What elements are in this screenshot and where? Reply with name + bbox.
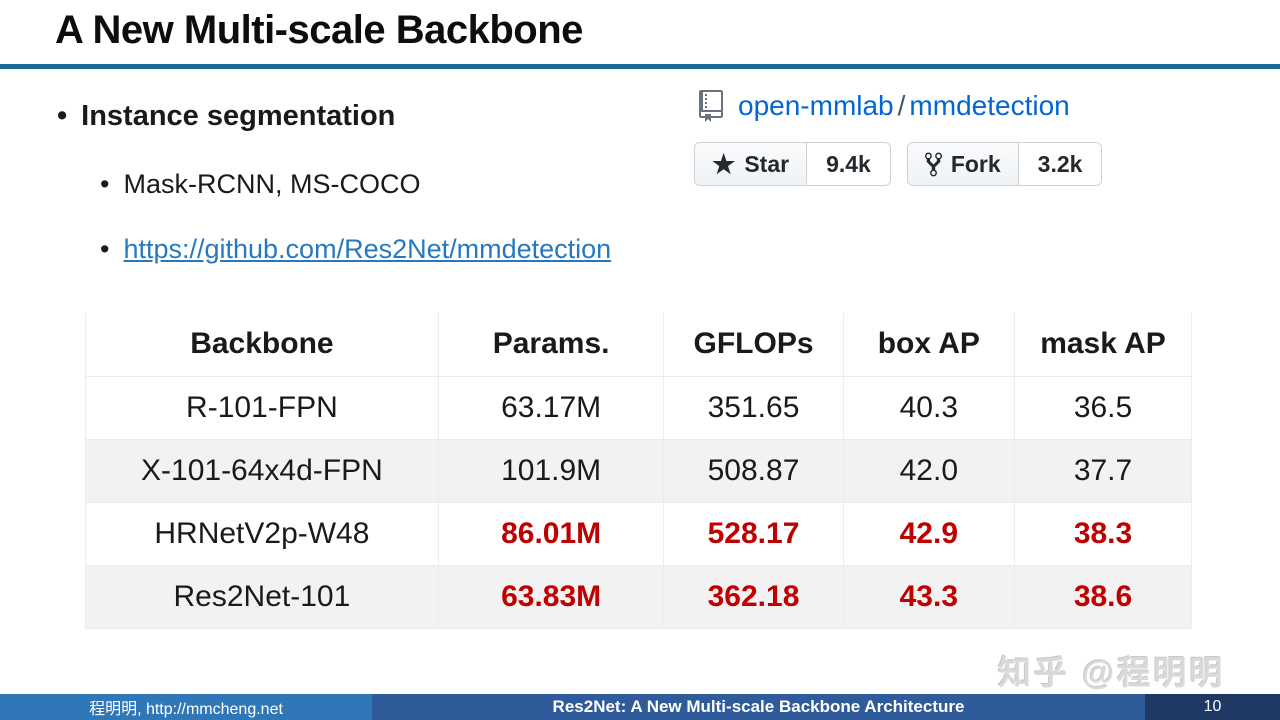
backbone-cell: X-101-64x4d-FPN (85, 439, 439, 503)
table-header-row: Backbone Params. GFLOPs box AP mask AP (85, 313, 1192, 377)
backbone-cell: Res2Net-101 (85, 565, 439, 629)
bullet-l2a-label: Mask-RCNN, MS-COCO (123, 169, 421, 199)
fork-icon (924, 152, 942, 176)
repo-book-icon (699, 90, 723, 122)
star-button[interactable]: ★ Star (695, 143, 808, 185)
results-table: Backbone Params. GFLOPs box AP mask AP R-101… (85, 313, 1192, 629)
star-button-label: Star (744, 150, 790, 177)
footer-page-number: 10 (1145, 694, 1280, 720)
column-header: Backbone (85, 313, 439, 377)
fork-button[interactable]: Fork (907, 143, 1019, 185)
footer-bar: 程明明, http://mmcheng.net Res2Net: A New M… (0, 694, 1280, 720)
value-cell: 40.3 (842, 376, 1016, 440)
table-row: X-101-64x4d-FPN 101.9M 508.87 42.0 37.7 (85, 439, 1192, 503)
table-body: R-101-FPN 63.17M 351.65 40.3 36.5 X-101-64x4d… (85, 376, 1192, 629)
github-repo-link[interactable]: https://github.com/Res2Net/mmdetection (123, 234, 612, 264)
fork-count[interactable]: 3.2k (1018, 143, 1102, 185)
table-row: Res2Net-101 63.83M 362.18 43.3 38.6 (85, 565, 1192, 629)
value-cell: 37.7 (1014, 439, 1192, 503)
github-repo-line: open-mmlab / mmdetection (694, 88, 1106, 124)
column-header: mask AP (1014, 313, 1192, 377)
table-row: R-101-FPN 63.17M 351.65 40.3 36.5 (85, 376, 1192, 440)
value-cell: 43.3 (842, 565, 1016, 629)
star-button-group: ★ Star 9.4k (694, 142, 891, 186)
value-cell: 42.9 (842, 502, 1016, 566)
fork-button-label: Fork (950, 150, 1001, 177)
bullet-github-link: • https://github.com/Res2Net/mmdetection (100, 234, 611, 265)
repo-name-link[interactable]: mmdetection (909, 90, 1070, 121)
repo-title: open-mmlab / mmdetection (738, 90, 1070, 122)
value-cell: 63.83M (437, 565, 665, 629)
star-count[interactable]: 9.4k (807, 143, 890, 185)
value-cell: 36.5 (1014, 376, 1192, 440)
value-cell: 101.9M (437, 439, 665, 503)
value-cell: 63.17M (437, 376, 665, 440)
title-underline (0, 64, 1280, 69)
repo-owner-link[interactable]: open-mmlab (738, 90, 894, 121)
bullet-marker: • (100, 169, 110, 199)
backbone-cell: HRNetV2p-W48 (85, 502, 439, 566)
footer-author: 程明明, http://mmcheng.net (0, 694, 372, 720)
value-cell: 362.18 (663, 565, 844, 629)
bullet-l1-label: Instance segmentation (81, 100, 396, 132)
value-cell: 38.6 (1014, 565, 1192, 629)
bullet-mask-rcnn: • Mask-RCNN, MS-COCO (100, 169, 420, 200)
table-row: HRNetV2p-W48 86.01M 528.17 42.9 38.3 (85, 502, 1192, 566)
backbone-cell: R-101-FPN (85, 376, 439, 440)
page-title: A New Multi-scale Backbone (55, 8, 583, 52)
fork-button-group: Fork 3.2k (906, 142, 1103, 186)
github-repo-widget: open-mmlab / mmdetection ★ Star 9.4k Fork … (694, 88, 1106, 186)
column-header: Params. (437, 313, 665, 377)
repo-separator: / (897, 90, 906, 121)
value-cell: 38.3 (1014, 502, 1192, 566)
column-header: box AP (842, 313, 1016, 377)
bullet-marker: • (57, 100, 68, 132)
value-cell: 508.87 (663, 439, 844, 503)
star-icon: ★ (712, 149, 736, 179)
value-cell: 528.17 (663, 502, 844, 566)
bullet-marker: • (100, 234, 110, 264)
value-cell: 86.01M (437, 502, 665, 566)
column-header: GFLOPs (663, 313, 844, 377)
value-cell: 42.0 (842, 439, 1016, 503)
watermark: 知乎 @程明明 (998, 654, 1226, 691)
bullet-instance-segmentation: • Instance segmentation (57, 100, 395, 133)
value-cell: 351.65 (663, 376, 844, 440)
github-buttons-row: ★ Star 9.4k Fork 3.2k (694, 142, 1106, 186)
footer-slide-title: Res2Net: A New Multi-scale Backbone Arch… (372, 694, 1145, 720)
